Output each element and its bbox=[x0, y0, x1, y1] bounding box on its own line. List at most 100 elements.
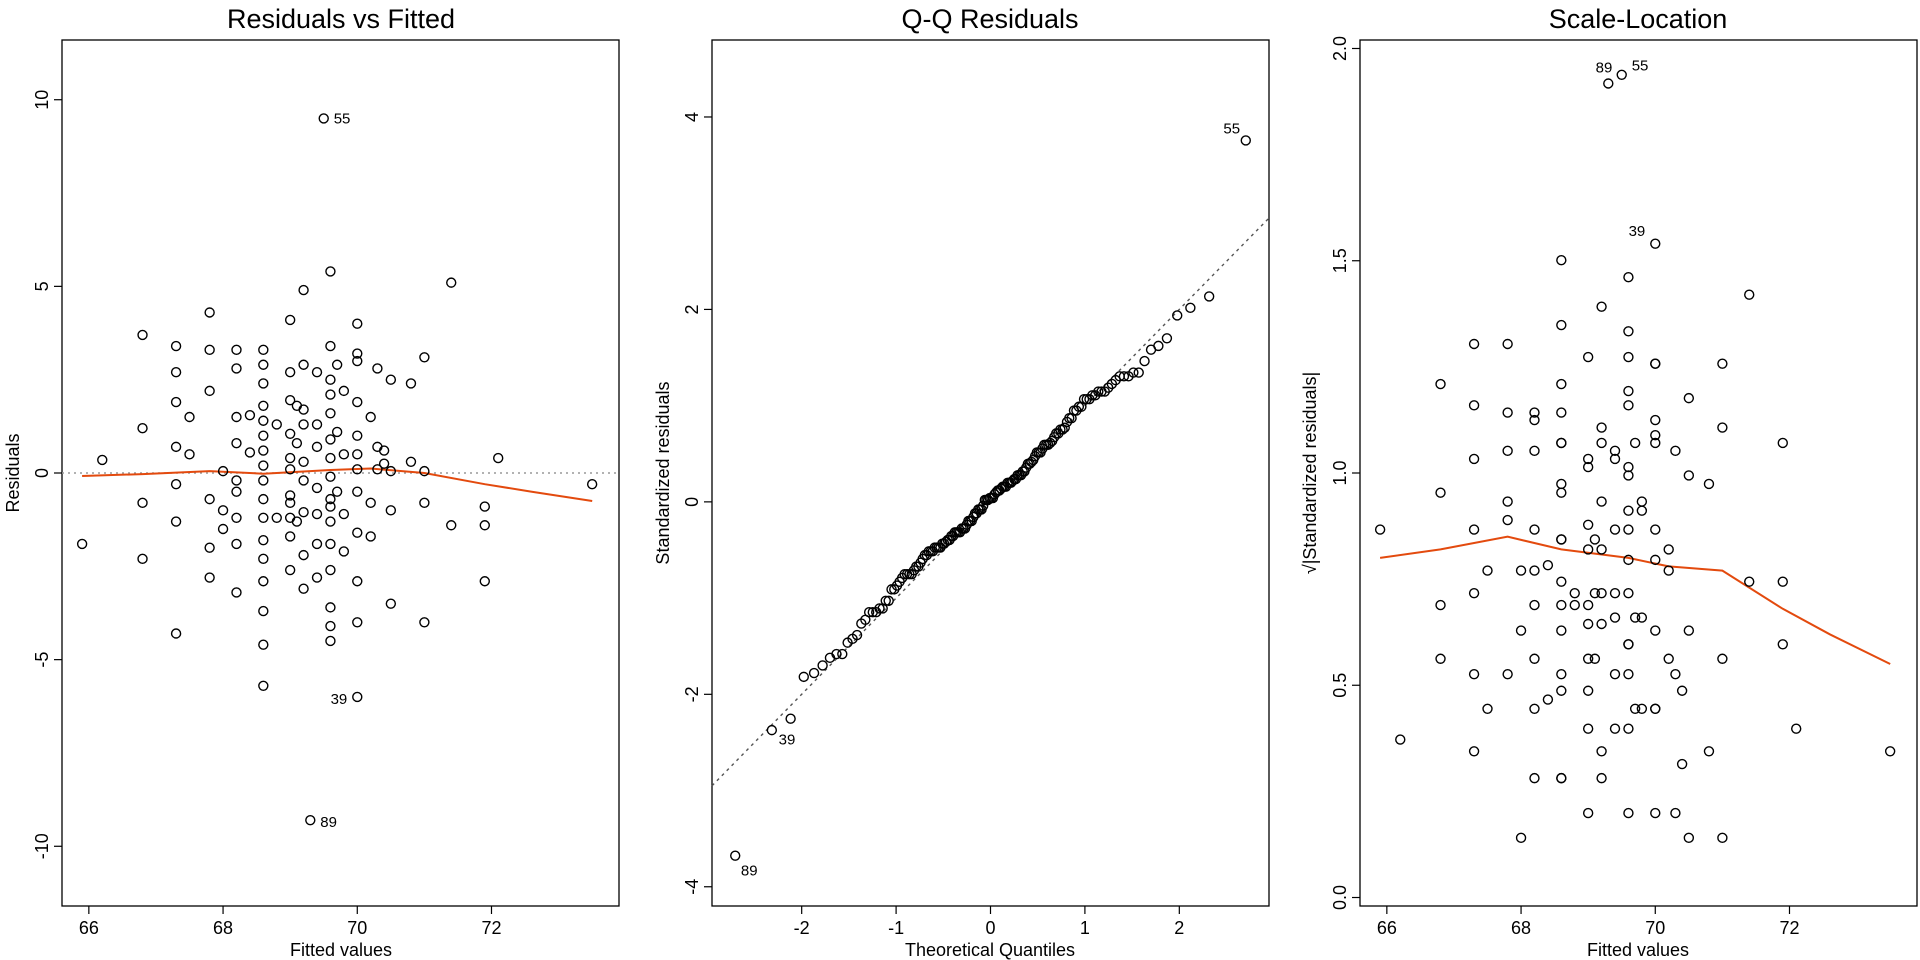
data-point bbox=[258, 475, 269, 486]
data-point bbox=[1629, 612, 1641, 623]
data-point bbox=[1703, 478, 1715, 490]
data-point bbox=[217, 523, 229, 535]
data-point bbox=[204, 344, 215, 356]
x-tick-label: 66 bbox=[1377, 918, 1397, 938]
data-point bbox=[1582, 351, 1594, 363]
data-point bbox=[1623, 554, 1634, 566]
data-point bbox=[1777, 437, 1788, 449]
data-point bbox=[863, 606, 875, 618]
data-point bbox=[258, 639, 269, 650]
data-point bbox=[1374, 524, 1386, 535]
data-point bbox=[284, 314, 296, 326]
data-point bbox=[1650, 807, 1661, 819]
data-point bbox=[325, 501, 336, 512]
data-point bbox=[1529, 653, 1540, 664]
data-point bbox=[1502, 445, 1513, 457]
rvf-title: Residuals vs Fitted bbox=[227, 4, 455, 34]
data-point bbox=[378, 458, 390, 469]
data-point bbox=[204, 385, 215, 397]
data-point bbox=[385, 374, 397, 385]
y-tick-label: 1.5 bbox=[1330, 248, 1350, 273]
data-point bbox=[831, 648, 842, 660]
data-point bbox=[1502, 514, 1513, 526]
data-point bbox=[1683, 625, 1695, 636]
outlier-label: 55 bbox=[1632, 57, 1649, 74]
data-point bbox=[1596, 496, 1607, 507]
data-point bbox=[419, 352, 430, 363]
y-tick-label: 0 bbox=[32, 468, 52, 478]
data-point bbox=[1468, 453, 1480, 465]
data-point bbox=[1636, 703, 1648, 714]
x-tick-label: 66 bbox=[79, 918, 99, 938]
data-point bbox=[1435, 653, 1446, 664]
data-point bbox=[231, 363, 242, 374]
data-point bbox=[1623, 505, 1634, 516]
data-point bbox=[1663, 544, 1674, 555]
data-point bbox=[1629, 703, 1641, 714]
y-tick-label: -4 bbox=[682, 879, 702, 895]
data-point bbox=[365, 411, 376, 423]
data-point bbox=[331, 359, 343, 370]
data-point bbox=[1059, 422, 1070, 433]
data-point bbox=[271, 419, 282, 430]
data-point bbox=[1623, 524, 1634, 535]
data-point bbox=[352, 318, 363, 329]
data-point bbox=[1629, 437, 1641, 449]
data-point bbox=[1435, 599, 1446, 611]
data-point bbox=[1529, 445, 1540, 457]
data-point bbox=[1556, 668, 1567, 680]
loess-smooth-line bbox=[82, 467, 593, 502]
rvf-points bbox=[76, 113, 598, 826]
outlier-label: 39 bbox=[779, 732, 796, 749]
data-point bbox=[1395, 734, 1406, 745]
data-point bbox=[1468, 668, 1480, 680]
data-point bbox=[217, 465, 229, 477]
data-point bbox=[258, 605, 269, 617]
data-point bbox=[1596, 422, 1607, 433]
data-point bbox=[325, 602, 336, 613]
data-point bbox=[1172, 310, 1183, 321]
data-point bbox=[1515, 565, 1527, 576]
data-point bbox=[1650, 554, 1661, 566]
data-point bbox=[298, 475, 309, 486]
data-point bbox=[1636, 505, 1648, 516]
data-point bbox=[785, 713, 796, 724]
data-point bbox=[258, 445, 269, 456]
data-point bbox=[1582, 599, 1594, 611]
data-point bbox=[1582, 453, 1594, 465]
data-point bbox=[1118, 371, 1130, 382]
data-point bbox=[1556, 487, 1567, 498]
data-point bbox=[325, 266, 336, 277]
data-point bbox=[311, 508, 323, 520]
data-point bbox=[311, 572, 323, 583]
data-point bbox=[1026, 456, 1037, 468]
data-point bbox=[170, 340, 182, 352]
data-point bbox=[284, 464, 296, 475]
data-point bbox=[291, 437, 303, 449]
data-point bbox=[1670, 668, 1681, 680]
data-point bbox=[311, 367, 323, 378]
data-point bbox=[1596, 437, 1607, 449]
data-point bbox=[1556, 534, 1567, 545]
data-point bbox=[258, 493, 269, 505]
qq-points bbox=[730, 135, 1251, 861]
data-point bbox=[305, 814, 316, 826]
data-point bbox=[258, 512, 269, 523]
y-tick-label: 10 bbox=[32, 90, 52, 110]
data-point bbox=[1556, 407, 1567, 418]
outlier-label: 55 bbox=[334, 110, 351, 127]
data-point bbox=[365, 497, 376, 509]
data-point bbox=[1128, 367, 1139, 378]
x-tick-label: 72 bbox=[1779, 918, 1799, 938]
data-point bbox=[338, 508, 350, 520]
data-point bbox=[372, 363, 383, 374]
data-point bbox=[298, 284, 309, 296]
data-point bbox=[1502, 668, 1513, 680]
data-point bbox=[1670, 807, 1681, 819]
data-point bbox=[1582, 807, 1594, 819]
data-point bbox=[298, 419, 309, 430]
data-point bbox=[325, 408, 336, 419]
x-tick-label: 0 bbox=[985, 918, 995, 938]
data-point bbox=[244, 447, 256, 458]
data-point bbox=[170, 628, 182, 639]
